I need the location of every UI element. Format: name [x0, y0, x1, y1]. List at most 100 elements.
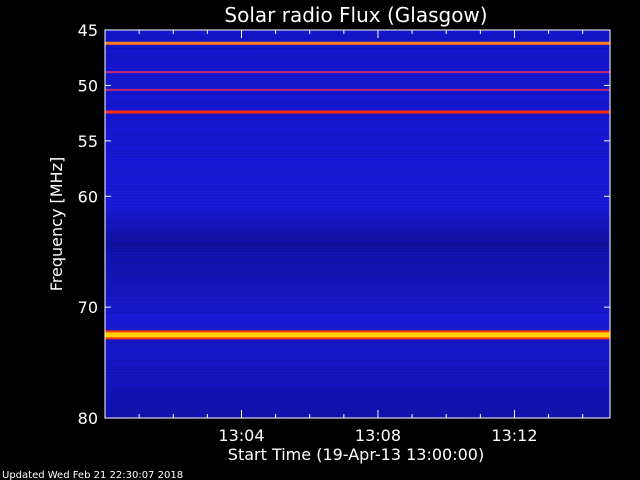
texture-stripe [105, 183, 610, 184]
texture-stripe [105, 225, 610, 226]
texture-stripe [105, 231, 610, 232]
texture-stripe [105, 63, 610, 64]
texture-stripe [105, 288, 610, 289]
texture-stripe [105, 249, 610, 250]
texture-stripe [105, 408, 610, 409]
texture-stripe [105, 267, 610, 268]
texture-stripe [105, 60, 610, 61]
texture-stripe [105, 375, 610, 376]
texture-stripe [105, 351, 610, 352]
texture-stripe [105, 129, 610, 130]
texture-stripe [105, 36, 610, 37]
texture-stripe [105, 402, 610, 403]
x-axis-label: Start Time (19-Apr-13 13:00:00) [228, 445, 484, 464]
texture-stripe [105, 81, 610, 82]
updated-footer: Updated Wed Feb 21 22:30:07 2018 [2, 470, 183, 480]
texture-stripe [105, 141, 610, 142]
texture-stripe [105, 102, 610, 103]
texture-stripe [105, 84, 610, 85]
texture-stripe [105, 174, 610, 175]
texture-stripe [105, 54, 610, 55]
texture-stripe [105, 357, 610, 358]
spectrogram-texture [105, 30, 610, 418]
interference-band [105, 71, 610, 74]
texture-stripe [105, 138, 610, 139]
texture-stripe [105, 51, 610, 52]
texture-stripe [105, 99, 610, 100]
texture-stripe [105, 93, 610, 94]
texture-stripe [105, 66, 610, 67]
texture-stripe [105, 312, 610, 313]
texture-stripe [105, 222, 610, 223]
texture-stripe [105, 273, 610, 274]
spectrogram-background [105, 30, 610, 418]
texture-stripe [105, 285, 610, 286]
texture-stripe [105, 219, 610, 220]
interference-bands [105, 41, 610, 340]
texture-stripe [105, 306, 610, 307]
texture-stripe [105, 126, 610, 127]
texture-stripe [105, 177, 610, 178]
texture-stripe [105, 78, 610, 79]
texture-stripe [105, 237, 610, 238]
texture-stripe [105, 48, 610, 49]
texture-stripe [105, 75, 610, 76]
texture-stripe [105, 150, 610, 151]
texture-stripe [105, 279, 610, 280]
texture-stripe [105, 297, 610, 298]
texture-stripe [105, 39, 610, 40]
interference-band [105, 110, 610, 114]
y-axis-label: Frequency [MHz] [47, 157, 66, 291]
texture-stripe [105, 327, 610, 328]
texture-stripe [105, 399, 610, 400]
texture-stripe [105, 294, 610, 295]
plot-area [104, 29, 611, 419]
texture-stripe [105, 96, 610, 97]
texture-stripe [105, 105, 610, 106]
texture-stripe [105, 366, 610, 367]
texture-stripe [105, 261, 610, 262]
y-tick-label: 45 [78, 21, 98, 40]
texture-stripe [105, 339, 610, 340]
texture-stripe [105, 69, 610, 70]
x-tick-label: 13:08 [355, 426, 401, 445]
y-axis-ticks: 45 50 55 60 70 80 [78, 21, 610, 428]
texture-stripe [105, 291, 610, 292]
texture-stripe [105, 162, 610, 163]
texture-stripe [105, 246, 610, 247]
texture-stripe [105, 165, 610, 166]
texture-stripe [105, 189, 610, 190]
texture-stripe [105, 240, 610, 241]
x-tick-label: 13:04 [218, 426, 264, 445]
texture-stripe [105, 276, 610, 277]
texture-stripe [105, 117, 610, 118]
texture-stripe [105, 270, 610, 271]
texture-stripe [105, 390, 610, 391]
texture-stripe [105, 156, 610, 157]
texture-stripe [105, 45, 610, 46]
texture-stripe [105, 159, 610, 160]
texture-stripe [105, 147, 610, 148]
texture-stripe [105, 360, 610, 361]
y-tick-label: 50 [78, 76, 98, 95]
texture-stripe [105, 369, 610, 370]
texture-stripe [105, 57, 610, 58]
texture-stripe [105, 342, 610, 343]
interference-band [105, 332, 610, 338]
texture-stripe [105, 264, 610, 265]
x-tick-label: 13:12 [491, 426, 537, 445]
texture-stripe [105, 348, 610, 349]
texture-stripe [105, 318, 610, 319]
texture-stripe [105, 213, 610, 214]
texture-stripe [105, 303, 610, 304]
interference-band [105, 88, 610, 91]
texture-stripe [105, 210, 610, 211]
texture-stripe [105, 324, 610, 325]
plot-frame [104, 29, 611, 419]
texture-stripe [105, 171, 610, 172]
texture-stripe [105, 255, 610, 256]
texture-stripe [105, 153, 610, 154]
texture-stripe [105, 309, 610, 310]
texture-stripe [105, 282, 610, 283]
